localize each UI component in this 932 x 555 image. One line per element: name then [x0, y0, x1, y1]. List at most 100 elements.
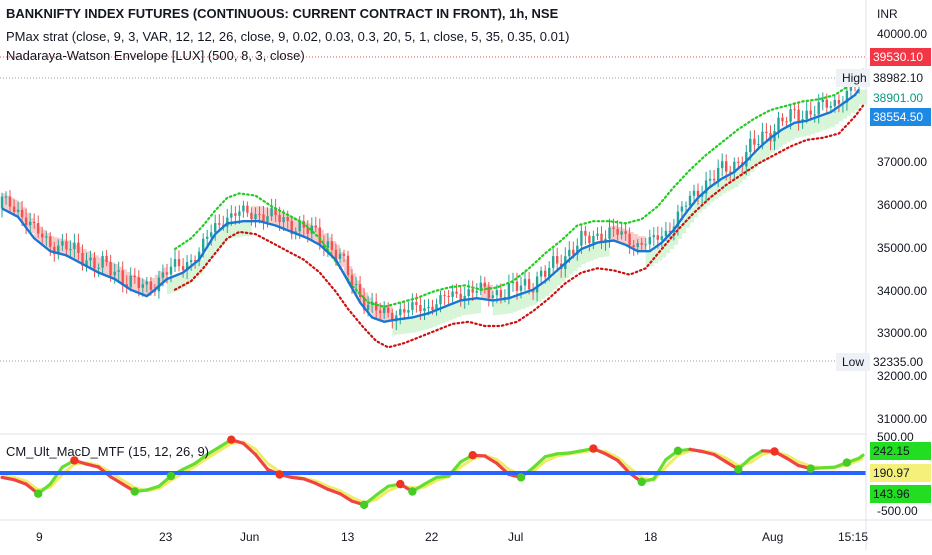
candle-body — [676, 211, 680, 227]
ribbon-segment — [126, 272, 131, 287]
ribbon-segment — [376, 303, 381, 319]
ribbon-segment — [798, 122, 803, 138]
ribbon-segment — [850, 97, 856, 113]
candle-body — [636, 243, 639, 247]
candle-body — [805, 110, 808, 119]
macd-segment — [652, 458, 668, 481]
ribbon-segment — [452, 303, 457, 319]
candle-body — [620, 231, 623, 235]
ribbon-segment — [545, 281, 550, 297]
ribbon-segment — [750, 157, 755, 173]
ribbon-segment — [726, 176, 731, 192]
ribbon-segment — [770, 137, 775, 153]
candle-body — [423, 308, 426, 312]
candle-body — [592, 236, 595, 243]
ribbon-segment — [702, 194, 707, 210]
macd-segment — [193, 452, 209, 465]
candle-body — [407, 310, 410, 313]
time-tick: 23 — [159, 530, 173, 544]
candle-body — [523, 279, 527, 286]
candle-body — [580, 230, 583, 246]
candle-body — [544, 270, 547, 277]
ribbon-segment — [38, 226, 43, 242]
candle-body — [584, 230, 587, 236]
ribbon-segment — [106, 260, 111, 276]
candle-body — [624, 231, 627, 234]
ribbon-segment — [484, 284, 489, 300]
ribbon-segment — [424, 314, 429, 330]
ribbon-segment — [472, 298, 477, 314]
candle-body — [813, 114, 816, 116]
ribbon-segment — [352, 273, 357, 289]
oscillator-legend[interactable]: CM_Ult_MacD_MTF (15, 12, 26, 9) — [6, 444, 210, 459]
ribbon-segment — [416, 316, 421, 332]
ribbon-segment — [102, 259, 107, 275]
price-tick: 36000.00 — [877, 198, 928, 212]
candle-body — [648, 237, 651, 245]
ribbon-segment — [219, 230, 224, 246]
candle-body — [640, 243, 643, 245]
indicator-envelope-legend[interactable]: Nadaraya-Watson Envelope [LUX] (500, 8, … — [6, 48, 305, 63]
cross-dot — [166, 471, 176, 481]
ribbon-segment — [235, 222, 240, 238]
ribbon-segment — [191, 266, 196, 282]
macd-segment — [700, 449, 716, 457]
ribbon-segment — [517, 295, 522, 311]
ribbon-segment — [649, 251, 654, 267]
candle-body — [817, 102, 820, 115]
macd-segment — [555, 451, 571, 456]
cross-dot — [770, 447, 779, 456]
price-tick: 37000.00 — [877, 155, 928, 169]
candle-body — [334, 249, 338, 259]
candle-body — [121, 270, 124, 285]
candle-body — [81, 253, 84, 266]
chart-title[interactable]: BANKNIFTY INDEX FUTURES (CONTINUOUS: CUR… — [6, 6, 559, 21]
ribbon-segment — [392, 320, 397, 336]
ribbon-segment — [629, 231, 634, 247]
candle-body — [809, 110, 812, 115]
candle-body — [177, 259, 181, 267]
ribbon-segment — [66, 240, 71, 256]
ribbon-segment — [762, 144, 767, 160]
candle-body — [306, 227, 309, 234]
ribbon-segment — [553, 274, 558, 289]
macd-segment — [688, 447, 704, 454]
ribbon-segment — [834, 109, 839, 125]
time-tick: 22 — [425, 530, 439, 544]
ribbon-segment — [557, 270, 562, 286]
ribbon-segment — [597, 242, 602, 258]
candle-body — [89, 257, 92, 261]
macd-segment — [241, 441, 258, 457]
macd-segment — [12, 478, 28, 486]
ribbon-segment — [432, 311, 437, 327]
candle-body — [109, 262, 112, 276]
osc-macd-label: 242.15 — [870, 442, 931, 460]
ribbon-segment — [82, 249, 87, 264]
osc-tick: -500.00 — [877, 504, 918, 518]
candle-body — [785, 121, 788, 123]
candle-body — [427, 306, 430, 309]
indicator-pmax-legend[interactable]: PMax strat (close, 9, 3, VAR, 12, 12, 26… — [6, 29, 570, 44]
candle-body — [290, 220, 293, 235]
ribbon-segment — [114, 264, 119, 279]
ribbon-segment — [657, 245, 662, 261]
candle-body — [230, 213, 233, 218]
candle-body — [61, 241, 64, 246]
ribbon-segment — [255, 206, 260, 222]
ribbon-segment — [215, 234, 220, 250]
macd-segment — [0, 475, 16, 482]
candle-body — [411, 302, 414, 310]
candle-body — [515, 281, 519, 291]
candle-body — [548, 267, 551, 277]
macd-segment — [784, 456, 801, 468]
candle-body — [656, 235, 659, 240]
ribbon-segment — [50, 236, 55, 252]
ribbon-segment — [585, 247, 590, 263]
time-tick: Jun — [240, 530, 260, 544]
candle-body — [712, 178, 716, 181]
ribbon-segment — [291, 216, 296, 232]
ribbon-segment — [681, 218, 687, 234]
candle-body — [354, 284, 358, 286]
